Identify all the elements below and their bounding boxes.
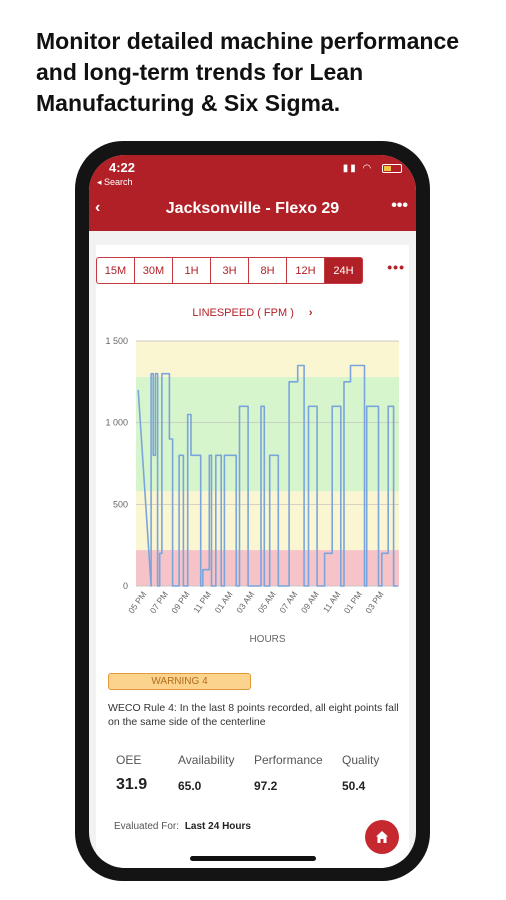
evaluated-label: Evaluated For: (114, 821, 180, 832)
chart-band-2 (136, 376, 399, 492)
x-axis-label: HOURS (249, 634, 285, 645)
range-button-8h[interactable]: 8H (248, 257, 287, 284)
metric-value-availability: 65.0 (178, 779, 202, 793)
wifi-icon: ◠ (362, 163, 374, 174)
x-tick-label: 05 PM (126, 589, 148, 615)
x-tick-label: 09 AM (299, 589, 321, 614)
x-tick-label: 01 AM (213, 589, 235, 614)
metric-value-performance: 97.2 (254, 779, 278, 793)
range-button-3h[interactable]: 3H (210, 257, 249, 284)
x-tick-label: 03 PM (363, 589, 385, 615)
home-button[interactable] (365, 820, 399, 854)
warning-badge: WARNING 4 (108, 673, 251, 690)
app-header: 4:22 ◂ Search ▮▮ ◠ ‹ Jacksonville - Flex… (89, 155, 416, 231)
metric-label-availability: Availability (178, 753, 235, 767)
range-button-24h[interactable]: 24H (324, 257, 363, 284)
rule-description: WECO Rule 4: In the last 8 points record… (108, 702, 399, 728)
x-tick-label: 11 AM (321, 589, 343, 614)
x-tick-label: 03 AM (234, 589, 256, 614)
home-indicator (190, 856, 316, 861)
signal-icon: ▮▮ (342, 163, 358, 174)
chart-band-0 (136, 550, 399, 586)
y-tick-label: 0 (123, 581, 128, 591)
range-button-1h[interactable]: 1H (172, 257, 211, 284)
time-range-selector: 15M 30M 1H 3H 8H 12H 24H (96, 257, 363, 284)
metric-label-quality: Quality (342, 753, 380, 767)
marketing-headline: Monitor detailed machine performance and… (36, 28, 460, 116)
more-options-button[interactable]: ••• (391, 197, 408, 214)
y-tick-label: 500 (113, 499, 128, 509)
evaluated-for: Evaluated For: Last 24 Hours (114, 821, 251, 832)
metric-value-quality: 50.4 (342, 779, 366, 793)
phone-screen: 4:22 ◂ Search ▮▮ ◠ ‹ Jacksonville - Flex… (89, 155, 416, 868)
more-ranges-button[interactable]: ••• (387, 259, 405, 275)
chevron-right-icon: › (308, 307, 313, 319)
metric-value-oee: 31.9 (116, 776, 148, 793)
chart-band-1 (136, 491, 399, 551)
x-tick-label: 07 PM (148, 589, 170, 615)
page-title: Jacksonville - Flexo 29 (165, 200, 340, 217)
metric-label-performance: Performance (254, 753, 323, 767)
x-tick-label: 01 PM (342, 589, 364, 615)
x-tick-label: 09 PM (169, 589, 191, 615)
range-button-30m[interactable]: 30M (134, 257, 173, 284)
series-line-0 (137, 364, 398, 587)
chart-title-label: LINESPEED ( FPM ) (192, 307, 294, 319)
home-icon (376, 831, 388, 843)
x-tick-label: 07 AM (277, 589, 299, 614)
status-icons: ▮▮ ◠ (343, 163, 402, 174)
chart-band-3 (136, 341, 399, 377)
battery-icon (382, 163, 402, 173)
y-tick-label: 1 000 (105, 418, 128, 428)
evaluated-value: Last 24 Hours (184, 821, 251, 832)
metrics-card: WARNING 4 WECO Rule 4: In the last 8 poi… (96, 665, 409, 868)
back-button[interactable]: ‹ (95, 199, 101, 216)
metric-label-oee: OEE (116, 753, 142, 767)
y-tick-label: 1 500 (105, 336, 128, 346)
chart-card: 15M 30M 1H 3H 8H 12H 24H ••• LINESPEED ( FPM )… (96, 245, 409, 665)
x-tick-label: 05 AM (256, 589, 278, 614)
range-button-15m[interactable]: 15M (96, 257, 135, 284)
back-to-search-link[interactable]: ◂ Search (97, 177, 133, 187)
range-button-12h[interactable]: 12H (286, 257, 325, 284)
chart-title-button[interactable]: LINESPEED ( FPM ) › (96, 307, 409, 319)
x-tick-label: 11 PM (191, 589, 213, 614)
status-time: 4:22 (109, 160, 136, 175)
